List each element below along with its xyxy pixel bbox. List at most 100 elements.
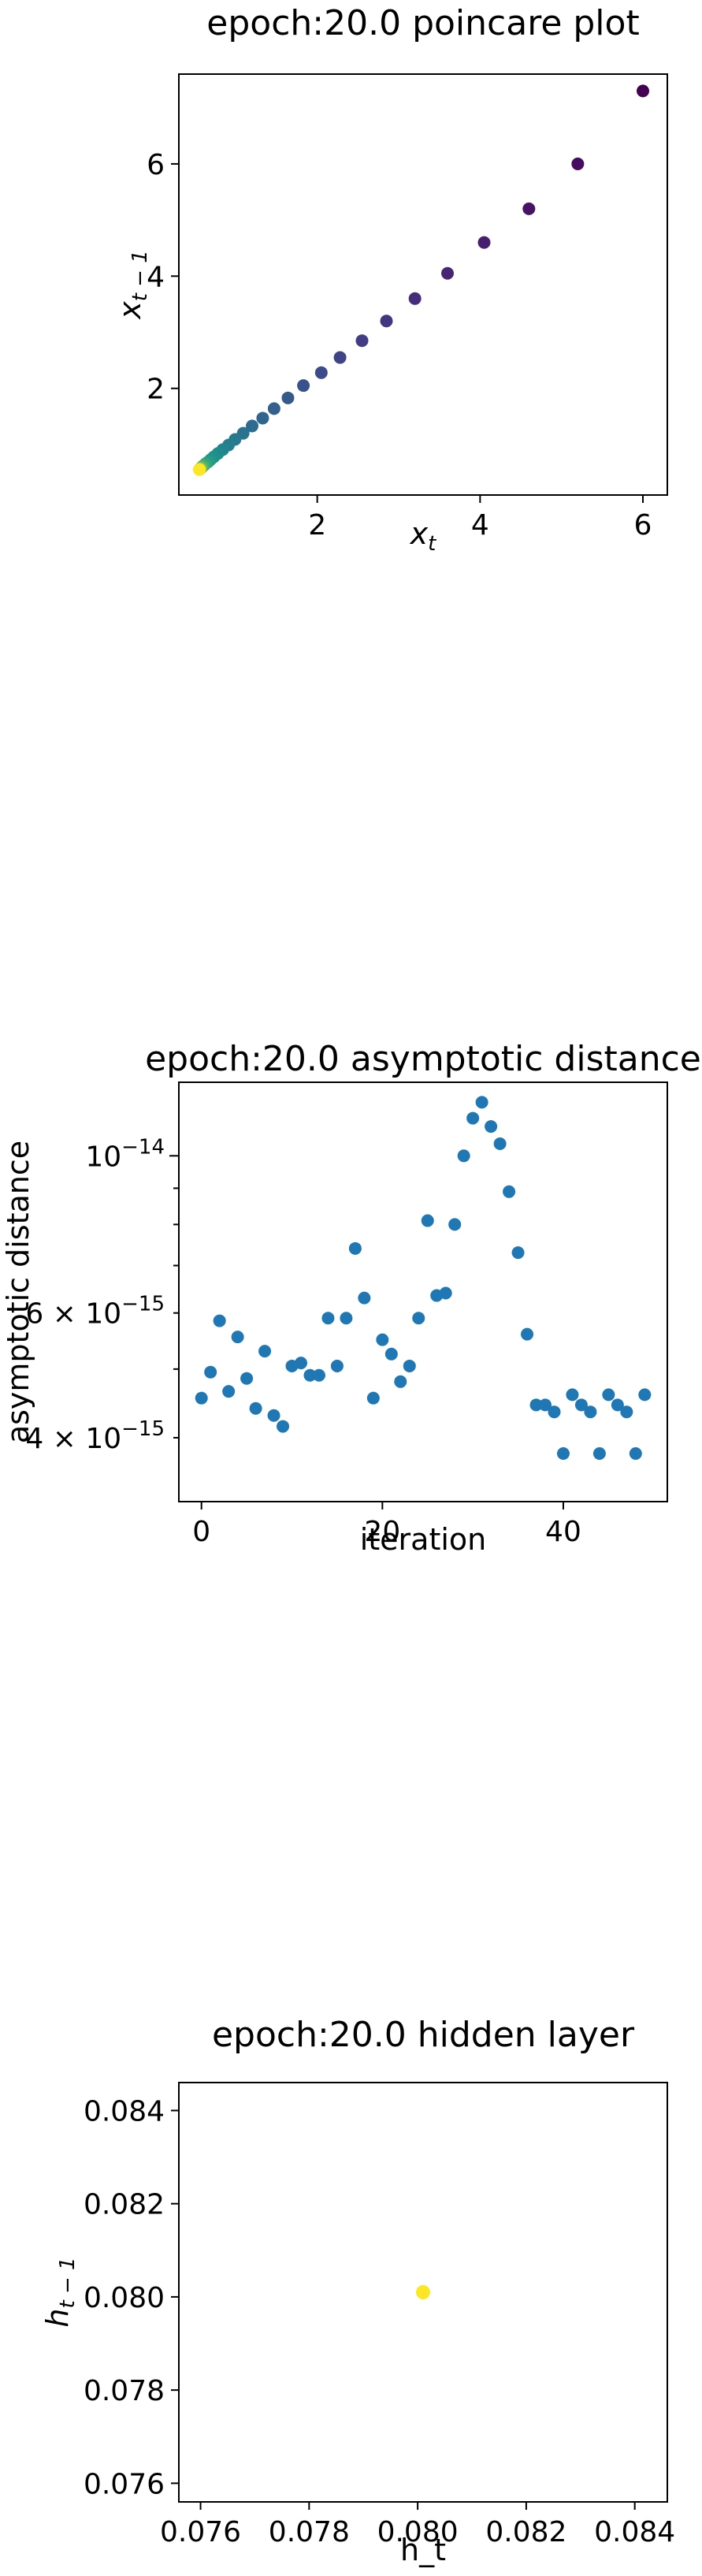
data-point <box>511 1246 525 1260</box>
y-tick-label: 4 × 10−15 <box>25 1417 165 1455</box>
y-tick-label: 6 × 10−15 <box>25 1293 165 1331</box>
data-point <box>574 1398 588 1412</box>
data-point <box>295 1357 307 1370</box>
x-tick-label: 0.080 <box>377 2516 459 2548</box>
x-tick-label: 0.082 <box>485 2516 566 2548</box>
data-point <box>611 1398 624 1412</box>
data-point <box>408 292 422 305</box>
data-point <box>366 1391 380 1405</box>
data-point <box>548 1405 561 1419</box>
data-point <box>439 1286 452 1300</box>
x-axis-label: iteration <box>360 1522 487 1557</box>
data-point <box>412 1312 425 1325</box>
data-point <box>403 1359 416 1372</box>
data-point <box>258 1345 272 1358</box>
chart-title: epoch:20.0 poincare plot <box>206 3 639 43</box>
data-point <box>321 1312 335 1325</box>
data-point <box>303 1368 317 1382</box>
data-point <box>297 379 310 393</box>
data-point <box>213 1314 226 1327</box>
x-tick-label: 4 <box>471 509 489 542</box>
plot-frame <box>178 73 668 496</box>
data-point <box>466 1111 480 1125</box>
data-point <box>281 391 295 404</box>
data-point <box>380 315 393 328</box>
data-point <box>355 334 369 348</box>
data-point <box>584 1405 597 1419</box>
data-point <box>566 1388 579 1402</box>
data-point <box>222 1385 236 1398</box>
data-point <box>358 1291 371 1305</box>
data-point <box>376 1333 389 1346</box>
plot-frame <box>178 2082 668 2503</box>
data-point <box>448 1218 462 1231</box>
data-point <box>602 1388 615 1402</box>
y-tick-label: 0.078 <box>84 2375 165 2407</box>
data-point <box>204 1365 217 1379</box>
y-tick-label: 0.084 <box>84 2095 165 2127</box>
hidden-layer-chart: epoch:20.0 hidden layer 0.076 0.078 0.080 0.… <box>40 2015 675 2567</box>
x-tick-label: 0.076 <box>160 2516 241 2548</box>
chart-title: epoch:20.0 hidden layer <box>212 2015 635 2055</box>
data-point <box>620 1405 633 1419</box>
plot-frame <box>178 1081 668 1502</box>
data-point <box>485 1120 498 1134</box>
data-point <box>240 1372 254 1385</box>
data-point <box>477 236 491 249</box>
data-point <box>384 1347 398 1361</box>
data-point <box>475 1096 488 1109</box>
y-axis-label: xt − 1 <box>113 250 152 320</box>
y-tick-label: 10−14 <box>85 1135 165 1173</box>
x-tick-label: 0.078 <box>269 2516 350 2548</box>
x-tick-label: 40 <box>545 1516 581 1548</box>
y-axis-label: asymptotic distance <box>1 1141 35 1443</box>
data-point <box>592 1446 606 1460</box>
asymptotic-distance-chart: epoch:20.0 asymptotic distance 0 20 40 10−14… <box>1 1039 701 1557</box>
data-point <box>249 1402 262 1415</box>
y-tick-label: 0.082 <box>84 2189 165 2221</box>
data-point <box>195 1391 208 1405</box>
data-point <box>457 1149 470 1163</box>
y-axis-label: ht − 1 <box>40 2257 80 2327</box>
x-axis-label: xt <box>410 516 437 556</box>
x-tick-label: 20 <box>364 1516 400 1548</box>
data-point <box>348 1241 362 1255</box>
data-point <box>394 1375 407 1388</box>
x-tick-label: 0 <box>192 1516 210 1548</box>
data-point <box>539 1398 552 1412</box>
data-point <box>267 402 280 415</box>
data-point <box>638 1388 652 1402</box>
y-tick-label: 4 <box>147 261 165 293</box>
data-point <box>503 1185 516 1198</box>
data-point <box>246 419 258 433</box>
data-point <box>231 1331 244 1344</box>
x-axis-label: h_t <box>400 2533 446 2567</box>
data-point <box>256 411 269 425</box>
data-point <box>629 1446 642 1460</box>
data-point <box>330 1359 344 1372</box>
data-point <box>267 1409 280 1422</box>
data-point <box>340 1312 353 1325</box>
data-point <box>521 1327 534 1341</box>
data-point <box>441 266 454 280</box>
chart-title: epoch:20.0 asymptotic distance <box>145 1039 701 1079</box>
y-tick-label: 0.080 <box>84 2282 165 2314</box>
data-point <box>333 351 347 364</box>
data-point <box>522 202 536 215</box>
data-point <box>556 1446 570 1460</box>
x-tick-label: 2 <box>308 509 326 542</box>
data-point <box>314 366 328 379</box>
data-point <box>637 84 649 98</box>
y-tick-label: 2 <box>147 374 165 406</box>
y-tick-label: 6 <box>147 149 165 181</box>
data-point <box>493 1137 507 1150</box>
data-point <box>277 1420 290 1433</box>
x-tick-label: 0.084 <box>594 2516 675 2548</box>
x-tick-label: 6 <box>634 509 652 542</box>
data-point <box>193 463 206 476</box>
data-point <box>416 2285 430 2299</box>
data-point <box>421 1214 434 1227</box>
data-point <box>529 1398 543 1412</box>
y-tick-label: 0.076 <box>84 2468 165 2500</box>
